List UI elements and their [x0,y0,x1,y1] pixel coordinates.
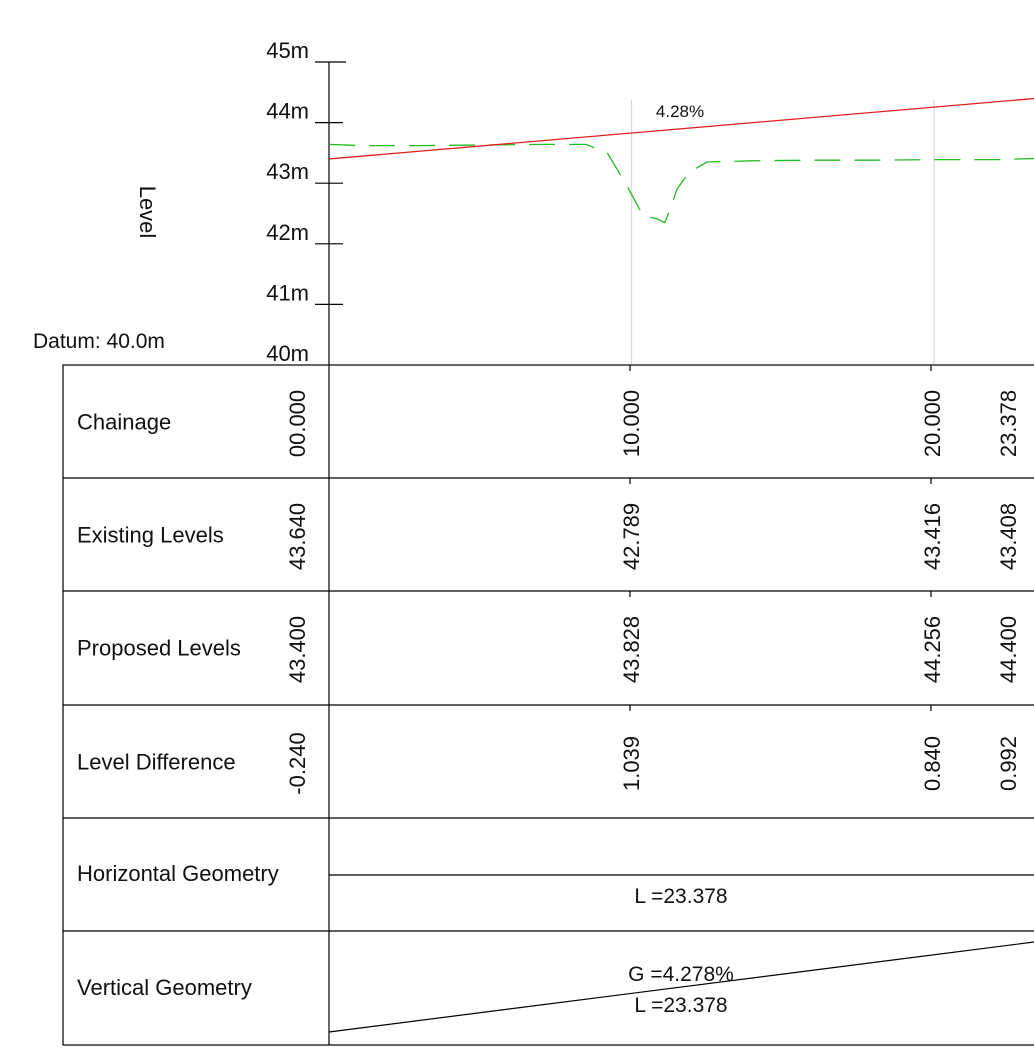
y-axis-title: Level [135,186,160,239]
chainage-value: 20.000 [920,390,945,457]
existing-levels-label: Existing Levels [77,523,224,548]
chainage-value: 00.000 [285,390,310,457]
proposed-level-line [328,97,1034,160]
y-tick-label: 40m [266,341,309,366]
existing-levels-value: 43.640 [285,503,310,570]
proposed-levels-value: 44.400 [996,616,1021,683]
existing-levels-value: 43.416 [920,503,945,570]
level-difference-value: 0.992 [996,736,1021,791]
existing-levels-value: 43.408 [996,503,1021,570]
proposed-levels-label: Proposed Levels [77,636,241,661]
y-tick-label: 42m [266,220,309,245]
vertical-geometry-length: L =23.378 [634,994,727,1017]
vertical-geometry-grade-line [328,941,1034,1033]
proposed-level-segment [328,97,1034,160]
proposed-levels-value: 43.828 [619,616,644,683]
section-band-table: Chainage 00.000 10.000 20.000 23.378 Existing… [62,364,1034,1046]
gradient-label: 4.28% [656,102,704,121]
datum-label: Datum: 40.0m [33,330,165,353]
band-rows: Chainage 00.000 10.000 20.000 23.378 Existing… [77,365,1021,795]
existing-levels-value: 42.789 [619,503,644,570]
vertical-geometry-grade: G =4.278% [628,963,734,986]
level-difference-value: -0.240 [285,732,310,794]
chainage-gridlines [630,100,935,365]
profile-graph: Level Datum: 40.0m 40m 41m 42m 43m 44m 45m 4.… [33,38,1034,366]
vertical-geometry-label: Vertical Geometry [77,975,252,1000]
chainage-label: Chainage [77,410,171,435]
y-tick-label: 41m [266,280,309,305]
y-axis-ticks: 40m 41m 42m 43m 44m 45m [266,38,346,366]
horizontal-geometry-length: L =23.378 [634,885,727,908]
level-difference-label: Level Difference [77,750,236,775]
proposed-levels-value: 44.256 [920,616,945,683]
chainage-value: 23.378 [996,390,1021,457]
horizontal-geometry-label: Horizontal Geometry [77,861,279,886]
chainage-value: 10.000 [619,390,644,457]
y-tick-label: 45m [266,38,309,63]
level-difference-value: 1.039 [619,736,644,791]
level-difference-value: 0.840 [920,736,945,791]
proposed-levels-value: 43.400 [285,616,310,683]
existing-ground-line [328,143,1034,224]
y-tick-label: 44m [266,99,309,124]
existing-ground-polyline [328,143,1034,224]
y-tick-label: 43m [266,159,309,184]
